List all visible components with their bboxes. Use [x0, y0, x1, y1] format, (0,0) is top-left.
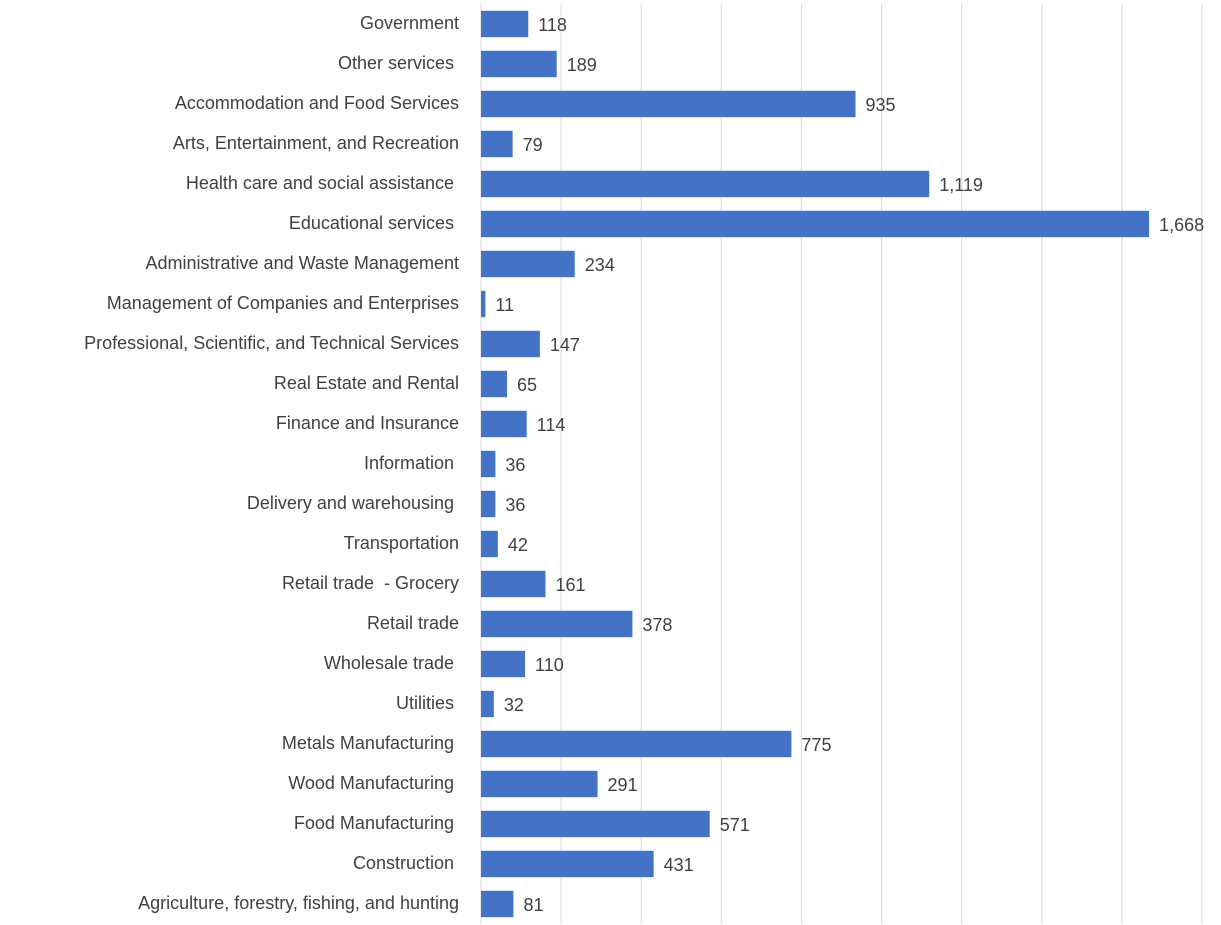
y-tick-label: Transportation	[344, 533, 459, 553]
y-tick-label: Delivery and warehousing	[247, 493, 459, 513]
value-label: 161	[555, 575, 585, 595]
y-tick-label: Wood Manufacturing	[288, 773, 459, 793]
value-label: 1,668	[1159, 215, 1204, 235]
bar	[481, 10, 529, 38]
value-label: 234	[585, 255, 615, 275]
value-label: 32	[504, 695, 524, 715]
y-tick-label: Management of Companies and Enterprises	[107, 293, 459, 313]
bar	[481, 810, 710, 838]
value-label: 935	[866, 95, 896, 115]
value-label: 42	[508, 535, 528, 555]
value-label: 81	[523, 895, 543, 915]
bar	[481, 890, 514, 918]
y-tick-label: Educational services	[289, 213, 459, 233]
value-label: 114	[537, 415, 566, 435]
bar	[481, 450, 496, 478]
y-tick-label: Real Estate and Rental	[274, 373, 459, 393]
y-tick-label: Retail trade	[367, 613, 459, 633]
value-label: 378	[642, 615, 672, 635]
y-tick-label: Finance and Insurance	[276, 413, 459, 433]
bar	[481, 730, 792, 758]
bar	[481, 50, 557, 78]
bar	[481, 530, 498, 558]
bar	[481, 490, 496, 518]
y-tick-label: Food Manufacturing	[294, 813, 459, 833]
value-label: 79	[523, 135, 543, 155]
value-label: 571	[720, 815, 750, 835]
bar	[481, 650, 526, 678]
bar	[481, 130, 513, 158]
y-tick-label: Construction	[353, 853, 459, 873]
y-tick-label: Arts, Entertainment, and Recreation	[173, 133, 459, 153]
y-tick-label: Metals Manufacturing	[282, 733, 459, 753]
bar	[481, 770, 598, 798]
value-label: 118	[538, 15, 567, 35]
y-tick-label: Administrative and Waste Management	[146, 253, 459, 273]
bar	[481, 250, 575, 278]
y-tick-label: Professional, Scientific, and Technical …	[84, 333, 459, 353]
y-tick-label: Information	[364, 453, 459, 473]
bar	[481, 290, 486, 318]
bar	[481, 370, 508, 398]
bar	[481, 570, 546, 598]
y-tick-label: Other services	[338, 53, 459, 73]
value-label: 189	[567, 55, 597, 75]
value-label: 1,119	[939, 175, 983, 195]
y-tick-label: Government	[360, 13, 459, 33]
value-label: 110	[535, 655, 564, 675]
y-tick-label: Retail trade - Grocery	[282, 573, 459, 593]
bar	[481, 170, 930, 198]
bar	[481, 610, 633, 638]
bar	[481, 210, 1150, 238]
value-label: 11	[495, 295, 514, 315]
bar	[481, 90, 856, 118]
y-tick-label: Health care and social assistance	[186, 173, 459, 193]
bar	[481, 410, 527, 438]
value-label: 147	[550, 335, 580, 355]
y-tick-label: Agriculture, forestry, fishing, and hunt…	[138, 893, 459, 913]
value-label: 291	[608, 775, 638, 795]
bar	[481, 850, 654, 878]
bar	[481, 330, 540, 358]
y-tick-label: Utilities	[396, 693, 459, 713]
y-tick-label: Wholesale trade	[324, 653, 459, 673]
value-label: 65	[517, 375, 537, 395]
y-tick-label: Accommodation and Food Services	[175, 93, 459, 113]
value-label: 775	[801, 735, 831, 755]
value-label: 431	[664, 855, 694, 875]
value-label: 36	[505, 495, 525, 515]
value-label: 36	[505, 455, 525, 475]
bar	[481, 690, 494, 718]
